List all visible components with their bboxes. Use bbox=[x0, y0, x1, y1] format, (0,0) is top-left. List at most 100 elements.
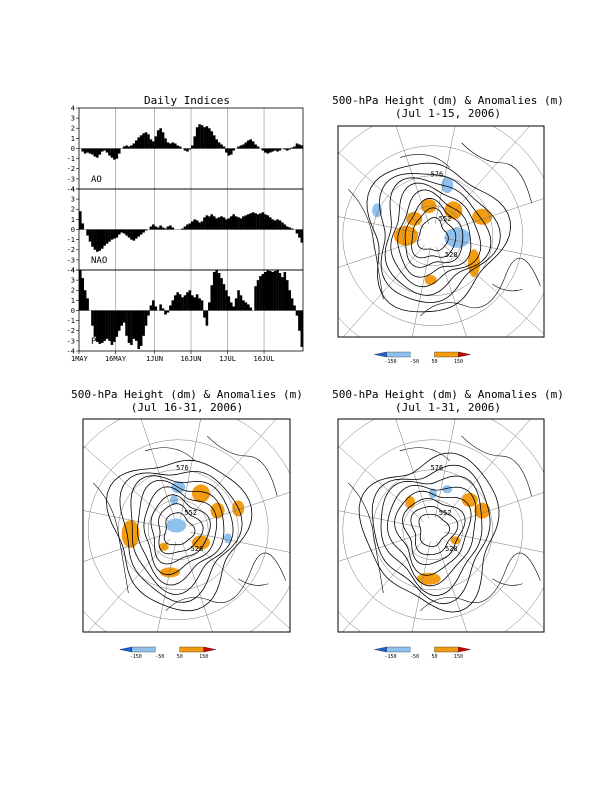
height-contour bbox=[410, 505, 459, 556]
positive-anomaly bbox=[210, 502, 225, 519]
bar-ao bbox=[127, 146, 131, 149]
negative-anomaly bbox=[441, 177, 454, 194]
positive-anomaly bbox=[424, 275, 437, 286]
meridian-line bbox=[342, 538, 426, 632]
height-contour bbox=[378, 173, 501, 303]
bar-nao bbox=[96, 229, 99, 252]
bar-nao bbox=[217, 217, 221, 230]
positive-anomaly bbox=[467, 249, 480, 278]
bar-ao bbox=[229, 148, 233, 155]
bar-p bbox=[285, 280, 289, 311]
height-contour bbox=[105, 459, 253, 612]
bar-nao bbox=[130, 229, 133, 240]
bar-nao bbox=[110, 229, 114, 240]
map3-title-line2: (Jul 1-31, 2006) bbox=[395, 401, 501, 414]
bar-p bbox=[186, 292, 189, 311]
x-tick-label: 1JUN bbox=[146, 355, 163, 363]
bar-nao bbox=[166, 226, 170, 230]
bar-ao bbox=[247, 140, 250, 149]
bar-p bbox=[205, 310, 209, 326]
bar-nao bbox=[229, 216, 233, 230]
coastline bbox=[492, 578, 523, 586]
bar-ao bbox=[144, 132, 148, 149]
map-background bbox=[338, 126, 544, 337]
colorbar-tick-label: -150 bbox=[130, 654, 142, 660]
map-content: 576 552 528 bbox=[338, 419, 544, 632]
bar-nao bbox=[300, 229, 304, 243]
positive-anomaly bbox=[474, 502, 491, 519]
meridian-line bbox=[434, 419, 456, 519]
positive-anomaly bbox=[461, 492, 478, 507]
bar-ao bbox=[290, 147, 294, 149]
bar-nao bbox=[100, 229, 104, 249]
bar-ao bbox=[103, 148, 106, 151]
coastline bbox=[238, 578, 269, 586]
map-background bbox=[83, 419, 290, 632]
bar-nao bbox=[120, 229, 123, 233]
bar-ao bbox=[171, 142, 175, 149]
bar-nao bbox=[88, 229, 92, 242]
bar-p bbox=[142, 310, 145, 336]
y-tick-label: -4 bbox=[67, 185, 75, 193]
map-jul-1-15: 576 552 528 bbox=[337, 125, 545, 338]
bar-p bbox=[215, 270, 218, 311]
bar-nao bbox=[222, 217, 226, 230]
colorbar-segment bbox=[374, 351, 387, 358]
y-tick-label: -3 bbox=[67, 256, 75, 264]
bar-p bbox=[222, 284, 226, 311]
y-tick-label: 3 bbox=[71, 196, 75, 204]
bar-p bbox=[283, 272, 287, 311]
height-contour bbox=[394, 490, 472, 576]
bar-nao bbox=[298, 229, 301, 238]
colorbar-tick-label: 50 bbox=[431, 359, 437, 365]
bar-nao bbox=[93, 229, 97, 250]
bar-ao bbox=[188, 148, 192, 150]
bar-ao bbox=[210, 131, 214, 149]
bar-nao bbox=[132, 229, 136, 241]
meridian-line bbox=[441, 537, 544, 629]
meridian-line bbox=[140, 419, 175, 519]
bar-ao bbox=[278, 148, 282, 151]
meridian-line bbox=[83, 510, 167, 528]
bar-nao bbox=[261, 212, 265, 230]
bar-p bbox=[293, 305, 296, 311]
negative-anomaly bbox=[223, 533, 232, 544]
bar-p bbox=[225, 290, 228, 311]
bar-p bbox=[120, 310, 123, 326]
bar-nao bbox=[283, 224, 287, 230]
bar-nao bbox=[271, 219, 274, 230]
bar-nao bbox=[239, 218, 243, 230]
bar-ao bbox=[293, 146, 296, 149]
index-panel-nao: 4 3 2 1 0 -1 -2 -3 -4 NAO bbox=[67, 185, 304, 274]
y-tick-label: 1 bbox=[71, 297, 75, 305]
bar-ao bbox=[283, 148, 287, 150]
contour-label: 552 bbox=[439, 509, 452, 517]
coastline bbox=[206, 435, 278, 497]
map-jul-16-31: 576 552 528 bbox=[82, 418, 291, 633]
colorbar-map2: -150 -50 50 150 bbox=[119, 646, 216, 660]
bar-nao bbox=[212, 216, 216, 230]
colorbar-tick-label: 50 bbox=[177, 654, 183, 660]
colorbar-tick-label: -150 bbox=[384, 359, 396, 365]
bar-ao bbox=[276, 148, 279, 152]
bar-nao bbox=[79, 211, 82, 230]
bar-nao bbox=[285, 226, 289, 230]
bar-p bbox=[166, 310, 170, 313]
bar-p bbox=[139, 310, 143, 346]
bar-p bbox=[115, 310, 119, 337]
height-contour bbox=[119, 471, 243, 603]
y-tick-label: -1 bbox=[67, 236, 75, 244]
coastline bbox=[420, 552, 541, 611]
contour-label: 552 bbox=[439, 215, 452, 223]
bar-ao bbox=[161, 132, 165, 149]
y-tick-label: -1 bbox=[67, 317, 75, 325]
bar-ao bbox=[186, 148, 189, 152]
bar-nao bbox=[188, 223, 192, 230]
negative-anomaly bbox=[166, 518, 187, 533]
colorbar-segment bbox=[434, 351, 459, 358]
bar-ao bbox=[242, 144, 245, 149]
bar-ao bbox=[298, 144, 301, 149]
colorbar-tick-label: 150 bbox=[454, 359, 463, 365]
meridian-line bbox=[441, 243, 544, 335]
bar-nao bbox=[266, 215, 270, 230]
